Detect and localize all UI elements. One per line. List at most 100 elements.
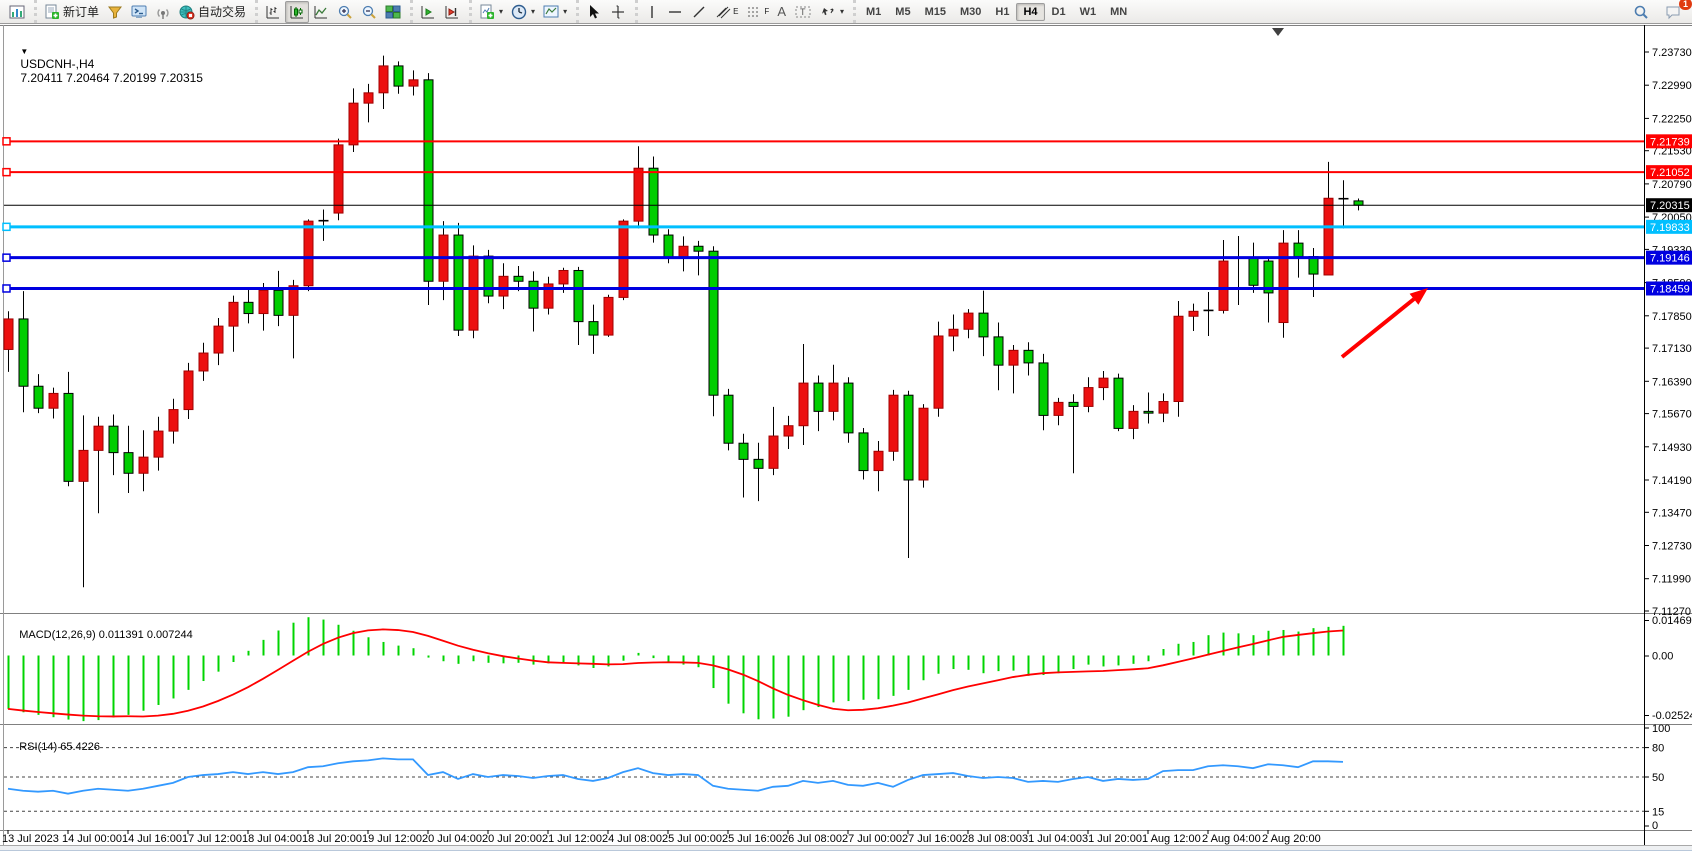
candle-body [753, 458, 764, 469]
bar-chart-type-button[interactable] [261, 1, 285, 23]
notifications-button[interactable]: 1 [1661, 0, 1692, 23]
price-badge [1646, 219, 1692, 234]
time-axis[interactable]: 13 Jul 2023 14 Jul 00:00 14 Jul 16:00 17 Ju… [2, 830, 1321, 845]
autotrading-label: 自动交易 [198, 5, 247, 19]
funnel-button[interactable] [103, 1, 127, 23]
periods-button[interactable]: ▾ [507, 1, 539, 23]
annotation-arrow[interactable] [1340, 288, 1428, 359]
signals-button[interactable] [151, 1, 175, 23]
price-badge [1646, 281, 1692, 296]
new-order-button[interactable]: 新订单 [40, 0, 103, 23]
macd-indicator-label: MACD(12,26,9) 0.011391 0.007244 [7, 617, 193, 653]
equidistant-channel-tool[interactable]: E [711, 1, 742, 23]
price-tick-label: 7.20790 [1652, 179, 1692, 191]
hline-anchor-handle[interactable] [2, 222, 11, 232]
zoom-out-button[interactable] [357, 1, 381, 23]
arrows-tool[interactable]: ▾ [816, 1, 848, 23]
candle-body [1128, 410, 1139, 429]
candle-body [573, 269, 584, 323]
timeframe-M15[interactable]: M15 [924, 5, 946, 18]
candlestick-chart-type-icon [290, 5, 304, 18]
candle-body [273, 289, 284, 316]
candle-body [1083, 387, 1094, 407]
time-tick-label: 31 Jul 04:00 [1022, 833, 1082, 845]
fibonacci-tool[interactable]: F [742, 1, 773, 23]
price-badge [1646, 134, 1692, 149]
charts-panel-icon[interactable] [5, 1, 29, 23]
candle-body [303, 220, 314, 287]
chat-bubble-icon [1666, 6, 1680, 19]
macd-values: 0.011391 0.007244 [98, 629, 193, 641]
rsi-panel[interactable]: 100 80 50 15 0 [4, 723, 1670, 832]
candle-body [1278, 242, 1289, 324]
vertical-line-tool[interactable] [641, 1, 663, 23]
timeframe-M1[interactable]: M1 [866, 5, 882, 18]
candle-body [33, 385, 44, 409]
hline-anchor-handle[interactable] [2, 137, 11, 146]
text-label-tool[interactable]: T [790, 1, 816, 23]
candle-body [993, 336, 1004, 366]
metaeditor-button[interactable] [127, 1, 151, 23]
macd-signal-line [7, 628, 1344, 718]
time-tick-label: 27 Jul 16:00 [902, 833, 962, 845]
macd-panel[interactable]: 0.014691 0.00 -0.02524 [7, 615, 1692, 722]
rsi-indicator-label: RSI(14) 65.4226 [7, 729, 100, 765]
zoom-in-button[interactable] [333, 1, 357, 23]
notification-badge: 1 [1678, 0, 1692, 10]
channel-letter: E [733, 7, 739, 16]
new-chart-icon [480, 4, 495, 19]
candle-body [708, 250, 719, 396]
time-tick-label: 24 Jul 08:00 [602, 833, 662, 845]
price-tick-label: 7.22990 [1652, 80, 1692, 92]
templates-button[interactable]: ▾ [539, 1, 571, 23]
new-chart-button[interactable]: ▾ [475, 1, 507, 23]
price-tick-label: 7.14930 [1652, 442, 1692, 454]
candlestick-chart-type-button[interactable] [285, 0, 310, 23]
hline-anchor-handle[interactable] [2, 253, 11, 262]
chart-shift-icon [445, 5, 459, 18]
hline-anchor-handle[interactable] [2, 167, 11, 177]
time-tick-label: 18 Jul 04:00 [242, 833, 302, 845]
text-tool[interactable]: A [773, 1, 790, 22]
fibonacci-icon [748, 7, 761, 16]
candle-body [888, 394, 899, 452]
cursor-icon [590, 4, 600, 18]
candle-body [393, 65, 404, 87]
candle-body [1218, 260, 1229, 311]
macd-scale-label: -0.02524 [1652, 710, 1692, 722]
timeframe-M30[interactable]: M30 [959, 5, 982, 18]
timeframe-MN[interactable]: MN [1110, 5, 1128, 18]
hline-anchor-handle[interactable] [2, 284, 11, 293]
chart-shift-button[interactable] [440, 1, 464, 23]
candle-body [3, 318, 14, 350]
price-tick-label: 7.14190 [1652, 475, 1692, 487]
timeframe-D1[interactable]: D1 [1051, 5, 1066, 18]
time-tick-label: 2 Aug 20:00 [1262, 833, 1321, 845]
time-tick-label: 17 Jul 12:00 [182, 833, 242, 845]
timeframe-M5[interactable]: M5 [895, 5, 911, 18]
candle-body [693, 245, 704, 252]
chart-dropdown-icon[interactable]: ▼ [20, 47, 29, 56]
timeframe-W1[interactable]: W1 [1079, 5, 1097, 18]
tile-windows-button[interactable] [381, 1, 405, 23]
line-chart-type-button[interactable] [309, 1, 333, 23]
candle-body [663, 234, 674, 259]
candle-body [1173, 315, 1184, 402]
horizontal-line-tool[interactable] [663, 1, 687, 23]
autotrading-button[interactable]: 自动交易 [175, 0, 250, 23]
cursor-tool-button[interactable] [582, 1, 606, 23]
chart-shift-marker-icon[interactable] [1272, 28, 1284, 36]
timeframe-H1[interactable]: H1 [995, 5, 1010, 18]
candle-body [903, 394, 914, 481]
timeframe-group: M1 M5 M15 M30 H1 H4 D1 W1 MN [853, 0, 1137, 23]
rsi-scale-label: 50 [1652, 772, 1664, 784]
zoom-out-icon [362, 5, 376, 19]
new-order-label: 新订单 [63, 5, 100, 19]
search-button[interactable] [1629, 1, 1653, 23]
timeframe-H4[interactable]: H4 [1016, 2, 1045, 21]
auto-scroll-button[interactable] [416, 1, 440, 23]
arrows-icon [821, 7, 834, 15]
trendline-tool[interactable] [687, 1, 711, 23]
crosshair-tool-button[interactable] [606, 1, 630, 23]
